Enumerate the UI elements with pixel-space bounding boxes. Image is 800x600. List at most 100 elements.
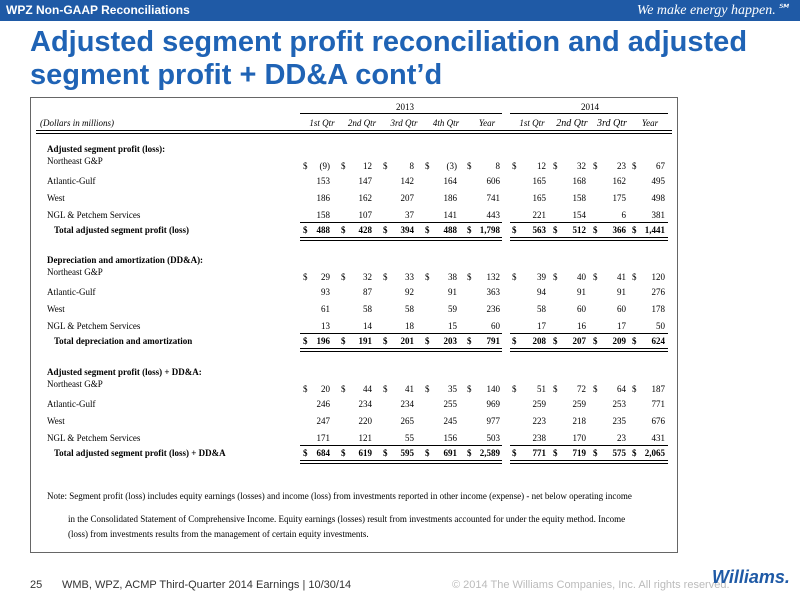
currency: $ <box>303 161 308 171</box>
double-rule <box>300 348 502 352</box>
currency: $ <box>467 161 472 171</box>
cell-value: 575 <box>612 448 627 458</box>
cell-value: 218 <box>572 416 587 426</box>
double-rule <box>300 460 502 464</box>
note-line: Note: Segment profit (loss) includes equ… <box>47 491 632 501</box>
row-label: West <box>47 193 65 203</box>
cell-value: 503 <box>486 433 501 443</box>
currency: $ <box>593 448 598 458</box>
currency: $ <box>303 384 308 394</box>
currency: $ <box>425 272 430 282</box>
column-header: 4th Qtr <box>432 118 460 128</box>
currency: $ <box>593 225 598 235</box>
rule <box>510 333 668 334</box>
cell-value: 162 <box>612 176 627 186</box>
cell-value: 39 <box>537 272 546 282</box>
cell-value: 165 <box>532 176 547 186</box>
currency: $ <box>593 161 598 171</box>
cell-value: 61 <box>321 304 330 314</box>
cell-value: 153 <box>316 176 331 186</box>
cell-value: 178 <box>651 304 666 314</box>
cell-value: 94 <box>537 287 546 297</box>
currency: $ <box>632 161 637 171</box>
units-note: (Dollars in millions) <box>40 118 115 128</box>
cell-value: 67 <box>656 161 665 171</box>
note-line: in the Consolidated Statement of Compreh… <box>68 514 626 524</box>
cell-value: 1,441 <box>644 225 665 235</box>
currency: $ <box>341 384 346 394</box>
double-rule <box>510 348 668 352</box>
cell-value: 969 <box>486 399 501 409</box>
cell-value: (3) <box>446 161 458 171</box>
row-label: West <box>47 304 65 314</box>
rule <box>300 113 502 114</box>
currency: $ <box>425 161 430 171</box>
cell-value: 32 <box>363 272 372 282</box>
cell-value: 17 <box>537 321 546 331</box>
cell-value: 771 <box>532 448 547 458</box>
total-label: Total depreciation and amortization <box>54 336 193 346</box>
cell-value: 14 <box>363 321 372 331</box>
currency: $ <box>467 384 472 394</box>
cell-value: 162 <box>358 193 373 203</box>
cell-value: 147 <box>358 176 373 186</box>
cell-value: 276 <box>651 287 666 297</box>
column-header: Year <box>641 118 659 128</box>
cell-value: 107 <box>358 210 373 220</box>
currency: $ <box>632 225 637 235</box>
currency: $ <box>341 336 346 346</box>
cell-value: 64 <box>617 384 626 394</box>
cell-value: 15 <box>448 321 457 331</box>
currency: $ <box>512 225 517 235</box>
cell-value: 23 <box>617 433 626 443</box>
cell-value: 91 <box>448 287 457 297</box>
currency: $ <box>383 225 388 235</box>
year-header: 2013 <box>396 102 414 112</box>
cell-value: 512 <box>572 225 587 235</box>
rule <box>510 445 668 446</box>
currency: $ <box>383 336 388 346</box>
cell-value: 741 <box>486 193 501 203</box>
cell-value: 719 <box>572 448 587 458</box>
currency: $ <box>553 336 558 346</box>
cell-value: 259 <box>572 399 587 409</box>
cell-value: 221 <box>532 210 547 220</box>
rule <box>300 445 502 446</box>
cell-value: 238 <box>532 433 547 443</box>
cell-value: 223 <box>532 416 547 426</box>
currency: $ <box>553 225 558 235</box>
table-frame <box>30 97 678 553</box>
row-label: Northeast G&P <box>47 156 103 166</box>
cell-value: 8 <box>409 161 415 171</box>
cell-value: 23 <box>617 161 626 171</box>
currency: $ <box>512 272 517 282</box>
currency: $ <box>303 448 308 458</box>
cell-value: 563 <box>532 225 547 235</box>
cell-value: 16 <box>577 321 586 331</box>
currency: $ <box>383 272 388 282</box>
cell-value: 220 <box>358 416 373 426</box>
cell-value: 255 <box>443 399 458 409</box>
rule <box>510 113 668 114</box>
cell-value: 619 <box>358 448 373 458</box>
row-label: NGL & Petchem Services <box>47 210 141 220</box>
cell-value: 381 <box>651 210 666 220</box>
cell-value: 236 <box>486 304 501 314</box>
cell-value: 253 <box>612 399 627 409</box>
cell-value: 394 <box>400 225 415 235</box>
column-header: 2nd Qtr <box>347 118 377 128</box>
cell-value: 72 <box>577 384 586 394</box>
currency: $ <box>303 272 308 282</box>
cell-value: 265 <box>400 416 415 426</box>
cell-value: 93 <box>321 287 330 297</box>
currency: $ <box>425 384 430 394</box>
cell-value: 20 <box>321 384 330 394</box>
cell-value: 87 <box>363 287 372 297</box>
cell-value: 977 <box>486 416 501 426</box>
cell-value: 186 <box>316 193 331 203</box>
double-rule <box>510 460 668 464</box>
cell-value: 488 <box>316 225 331 235</box>
cell-value: 91 <box>617 287 626 297</box>
double-rule <box>300 237 502 241</box>
